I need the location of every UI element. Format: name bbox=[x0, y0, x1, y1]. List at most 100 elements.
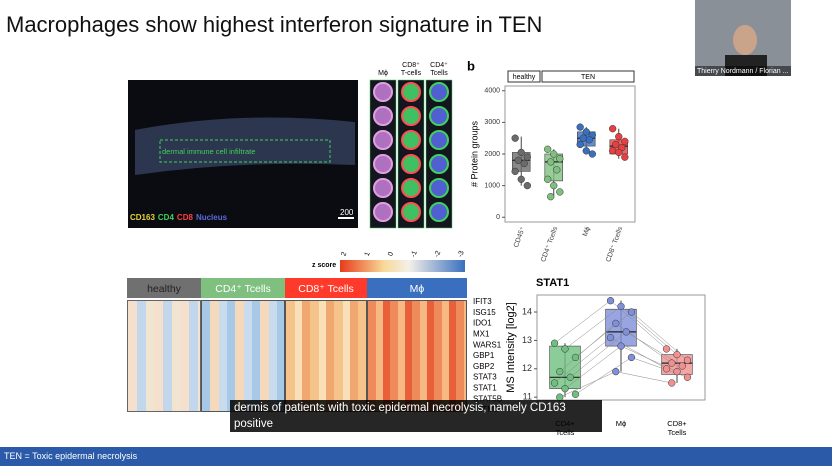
point bbox=[683, 356, 692, 364]
y-tick-label: 11 bbox=[523, 392, 532, 402]
cell bbox=[429, 130, 449, 150]
heatmap-group bbox=[367, 278, 467, 298]
image-legend: CD4 bbox=[158, 213, 175, 222]
scale-label: 200 bbox=[340, 208, 354, 217]
header-healthy bbox=[507, 70, 541, 83]
cell bbox=[401, 154, 421, 174]
y-tick-label: 0 bbox=[496, 214, 500, 221]
point bbox=[612, 319, 620, 328]
heatmap-group bbox=[201, 278, 285, 298]
cell bbox=[373, 202, 393, 222]
y-tick-label: 13 bbox=[522, 335, 532, 345]
z-tick: 2 bbox=[340, 251, 348, 257]
point bbox=[547, 158, 555, 166]
gene-label: STAT1 bbox=[473, 384, 497, 393]
point bbox=[550, 181, 558, 190]
header-label: healthy bbox=[513, 74, 536, 81]
image-legend: Nucleus bbox=[196, 213, 228, 222]
cell bbox=[429, 154, 449, 174]
point bbox=[673, 350, 681, 359]
webcam-name: Thierry Nordmann / Florian ... bbox=[697, 68, 788, 75]
heatmap-mac bbox=[367, 300, 467, 412]
gene-label: ISG15 bbox=[473, 308, 496, 317]
pair-line bbox=[575, 357, 632, 395]
point bbox=[617, 302, 625, 311]
cell bbox=[401, 82, 421, 102]
gene-label: IFIT3 bbox=[473, 297, 492, 306]
gene-label: STAT5B bbox=[473, 394, 502, 403]
x-tick-label: Tcells bbox=[668, 428, 687, 437]
point bbox=[606, 333, 615, 342]
point bbox=[582, 147, 590, 155]
footer-text: TEN = Toxic epidermal necrolysis bbox=[4, 451, 138, 461]
header-label: TEN bbox=[581, 74, 595, 81]
heatmap-group bbox=[285, 278, 367, 298]
cell bbox=[429, 202, 449, 222]
point bbox=[668, 379, 676, 387]
heatmap-group-label: CD4⁺ Tcells bbox=[215, 283, 271, 295]
heatmap-cd8 bbox=[285, 300, 367, 412]
point bbox=[511, 167, 519, 176]
point bbox=[612, 367, 620, 376]
z-tick: -3 bbox=[457, 250, 466, 258]
gene-label: GBP2 bbox=[473, 362, 495, 371]
heatmap-group-label: CD8⁺ Tcells bbox=[298, 283, 354, 295]
cell bbox=[373, 82, 393, 102]
point bbox=[550, 339, 559, 347]
point bbox=[617, 342, 625, 350]
x-tick-label: CD8+ bbox=[667, 419, 687, 428]
plot-frame bbox=[536, 294, 706, 401]
point bbox=[615, 148, 623, 157]
y-axis-label: # Protein groups bbox=[469, 120, 479, 187]
cell-label: Mϕ bbox=[378, 70, 388, 77]
webcam-person bbox=[733, 25, 757, 55]
point bbox=[561, 345, 569, 353]
point bbox=[547, 193, 555, 201]
point bbox=[523, 181, 531, 190]
x-tick-label: Tcells bbox=[556, 428, 575, 437]
point bbox=[627, 353, 636, 362]
z-tick: 0 bbox=[387, 251, 395, 257]
z-tick: -2 bbox=[434, 250, 443, 258]
point bbox=[556, 188, 564, 196]
point bbox=[561, 384, 569, 393]
point bbox=[520, 159, 528, 168]
point bbox=[511, 134, 519, 142]
point bbox=[550, 150, 558, 158]
point bbox=[662, 365, 671, 373]
slide-title: Macrophages show highest interferon sign… bbox=[6, 12, 542, 37]
y-tick-label: 12 bbox=[522, 363, 532, 373]
point bbox=[678, 362, 686, 370]
point bbox=[606, 297, 615, 305]
y-tick-label: 1000 bbox=[484, 182, 500, 189]
pair-line bbox=[559, 323, 616, 372]
point bbox=[622, 328, 630, 336]
point bbox=[579, 134, 587, 142]
point bbox=[576, 140, 584, 149]
point bbox=[544, 175, 552, 183]
cell-label: CD8⁺ bbox=[402, 62, 420, 69]
pair-line bbox=[564, 306, 622, 350]
gene-label: GBP1 bbox=[473, 351, 495, 360]
gene-label: STAT3 bbox=[473, 373, 497, 382]
z-tick: -1 bbox=[410, 250, 419, 258]
cell-label: T-cells bbox=[401, 70, 422, 77]
point bbox=[609, 147, 617, 155]
caption-line: macrophages, CD8 positive T cells, and bbox=[234, 434, 437, 446]
point bbox=[553, 166, 561, 174]
cell bbox=[401, 202, 421, 222]
heatmap-group-label: healthy bbox=[147, 283, 182, 295]
point bbox=[621, 137, 629, 145]
cell bbox=[429, 178, 449, 198]
point bbox=[662, 345, 671, 353]
cell bbox=[373, 106, 393, 126]
annotation: dermal immune cell infiltrate bbox=[162, 147, 255, 156]
cell bbox=[429, 82, 449, 102]
point bbox=[668, 359, 676, 367]
point bbox=[566, 373, 574, 381]
cell-label: CD4⁺ bbox=[430, 62, 448, 69]
tissue bbox=[135, 117, 355, 175]
image-legend: CD163 bbox=[130, 213, 155, 222]
point bbox=[673, 367, 681, 376]
